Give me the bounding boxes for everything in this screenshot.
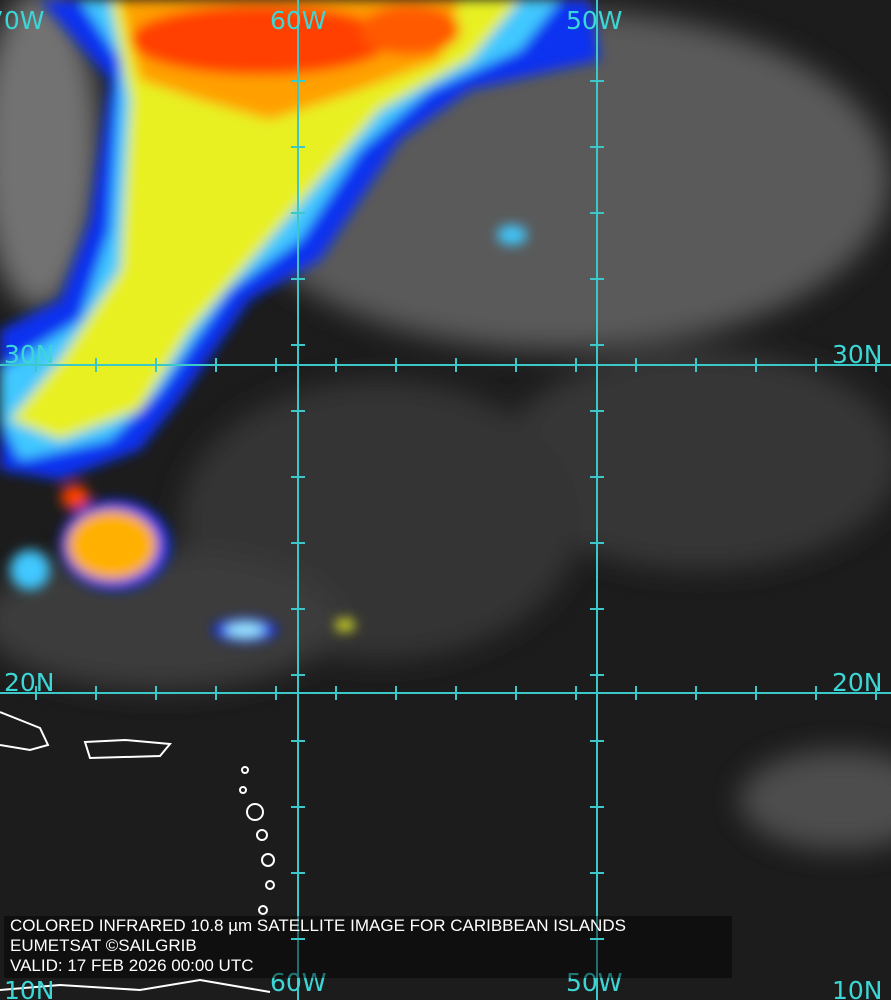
grid-tick xyxy=(291,740,305,742)
lon-label-top: 60W xyxy=(270,6,327,35)
grid-tick xyxy=(755,358,757,372)
grid-tick xyxy=(155,686,157,700)
grid-tick xyxy=(695,686,697,700)
grid-tick xyxy=(291,410,305,412)
grid-tick xyxy=(291,278,305,280)
grid-tick xyxy=(590,674,604,676)
caption-title: COLORED INFRARED 10.8 µm SATELLITE IMAGE… xyxy=(10,916,626,935)
lat-label-left: 30N xyxy=(4,340,55,369)
grid-tick xyxy=(35,358,37,372)
grid-tick xyxy=(590,740,604,742)
grid-tick xyxy=(291,674,305,676)
grid-tick xyxy=(275,686,277,700)
grid-tick xyxy=(215,686,217,700)
grid-tick xyxy=(875,686,877,700)
grid-tick xyxy=(291,608,305,610)
grid-tick xyxy=(291,344,305,346)
grid-tick xyxy=(575,358,577,372)
grid-tick xyxy=(291,542,305,544)
grid-tick xyxy=(515,686,517,700)
coastlines xyxy=(0,711,275,993)
lon-label-top: 70W xyxy=(0,6,45,35)
grid-tick xyxy=(291,80,305,82)
grid-tick xyxy=(590,80,604,82)
grid-tick xyxy=(575,686,577,700)
grid-tick xyxy=(35,686,37,700)
grid-tick xyxy=(590,344,604,346)
meridian-60w xyxy=(297,0,299,1000)
parallel-20n xyxy=(0,692,891,694)
grid-tick xyxy=(695,358,697,372)
grid-tick xyxy=(335,686,337,700)
grid-tick xyxy=(590,872,604,874)
grid-tick xyxy=(395,686,397,700)
grid-tick xyxy=(590,410,604,412)
grid-tick xyxy=(215,358,217,372)
caption-valid-time: VALID: 17 FEB 2026 00:00 UTC xyxy=(10,956,254,975)
lat-label-left: 20N xyxy=(4,668,55,697)
lat-label-left: 10N xyxy=(4,976,55,1000)
grid-tick xyxy=(590,476,604,478)
grid-tick xyxy=(635,686,637,700)
grid-tick xyxy=(275,358,277,372)
grid-tick xyxy=(455,358,457,372)
grid-tick xyxy=(335,358,337,372)
grid-tick xyxy=(590,146,604,148)
grid-tick xyxy=(455,686,457,700)
grid-tick xyxy=(395,358,397,372)
grid-tick xyxy=(515,358,517,372)
cold-cloud-mass xyxy=(0,0,600,642)
grid-tick xyxy=(815,358,817,372)
lat-label-right: 10N xyxy=(832,976,883,1000)
meridian-50w xyxy=(596,0,598,1000)
grid-tick xyxy=(590,278,604,280)
lon-label-bottom: 50W xyxy=(566,968,623,997)
lon-label-bottom: 60W xyxy=(270,968,327,997)
lon-label-top: 50W xyxy=(566,6,623,35)
grid-tick xyxy=(590,608,604,610)
grid-tick xyxy=(590,806,604,808)
grid-tick xyxy=(291,212,305,214)
grid-tick xyxy=(95,358,97,372)
parallel-30n xyxy=(0,364,891,366)
grid-tick xyxy=(875,358,877,372)
lat-label-right: 20N xyxy=(832,668,883,697)
grid-tick xyxy=(590,542,604,544)
grid-tick xyxy=(755,686,757,700)
grid-tick xyxy=(590,212,604,214)
grid-tick xyxy=(291,872,305,874)
grid-tick xyxy=(590,938,604,940)
grid-tick xyxy=(815,686,817,700)
image-caption: COLORED INFRARED 10.8 µm SATELLITE IMAGE… xyxy=(4,916,732,978)
grid-tick xyxy=(291,476,305,478)
grid-tick xyxy=(95,686,97,700)
grid-tick xyxy=(291,938,305,940)
grid-tick xyxy=(291,806,305,808)
grid-tick xyxy=(291,146,305,148)
grid-tick xyxy=(155,358,157,372)
lat-label-right: 30N xyxy=(832,340,883,369)
caption-credit: EUMETSAT ©SAILGRIB xyxy=(10,936,197,955)
grid-tick xyxy=(635,358,637,372)
